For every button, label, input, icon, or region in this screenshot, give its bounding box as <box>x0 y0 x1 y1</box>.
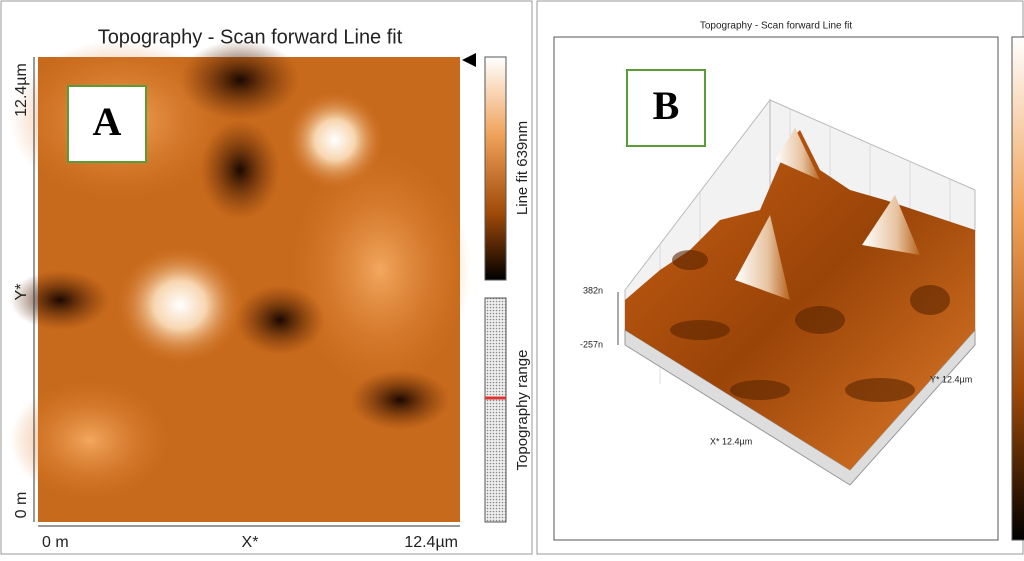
figure: Topography - Scan forward Line fit A 12.… <box>0 0 1024 556</box>
y-axis-bottom: 0 m <box>13 492 30 519</box>
x-axis-left: 0 m <box>42 534 69 551</box>
x-axis-middle: X* <box>242 534 259 551</box>
x-axis-label: X* 12.4µm <box>710 436 752 446</box>
panel-label: B <box>653 83 680 128</box>
colorbar <box>1012 37 1024 540</box>
panel-label: A <box>93 99 122 144</box>
panel-title: Topography - Scan forward Line fit <box>700 21 853 32</box>
range-bar <box>485 298 506 522</box>
x-axis-right: 12.4µm <box>404 534 458 551</box>
marker <box>462 53 476 67</box>
z-label: -257n <box>580 339 603 349</box>
colorbar-label: Line fit 639nm <box>514 121 531 215</box>
y-axis-label: Y* 12.4µm <box>930 374 972 384</box>
colorbar <box>485 57 506 280</box>
y-axis-top: 12.4µm <box>13 63 30 117</box>
y-axis-middle: Y* <box>13 284 30 301</box>
range-label: Topography range <box>514 350 531 471</box>
z-label: 382n <box>583 285 603 295</box>
